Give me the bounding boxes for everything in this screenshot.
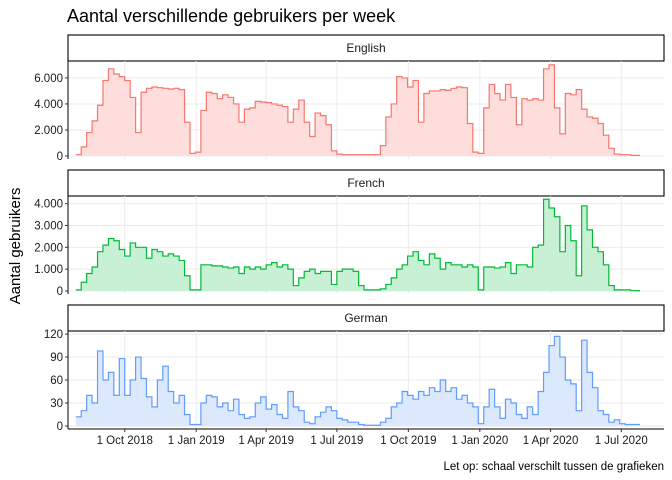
y-tick-label: 0 bbox=[57, 151, 63, 163]
y-tick-label: 2.000 bbox=[34, 125, 63, 137]
area-fill-french bbox=[75, 199, 641, 291]
x-tick-label: 1 Oct 2019 bbox=[380, 435, 436, 447]
series-line-english bbox=[75, 64, 641, 156]
chart-title: Aantal verschillende gebruikers per week bbox=[67, 6, 396, 26]
facet-strip-label: German bbox=[344, 311, 387, 325]
y-tick-label: 60 bbox=[50, 375, 63, 387]
chart-caption: Let op: schaal verschilt tussen de grafi… bbox=[443, 461, 664, 473]
x-tick-label: 1 Jul 2019 bbox=[310, 435, 363, 447]
y-tick-label: 90 bbox=[50, 352, 63, 364]
area-fill-german bbox=[75, 336, 641, 426]
area-fill-english bbox=[75, 64, 641, 156]
y-tick-label: 120 bbox=[44, 329, 63, 341]
facet-strip-label: French bbox=[347, 176, 384, 190]
y-tick-label: 3.000 bbox=[34, 220, 63, 232]
panel-french: French 0 1.000 2.000 3.000 4.000 bbox=[34, 169, 665, 298]
facet-strip-label: English bbox=[346, 41, 385, 55]
y-tick-label: 4.000 bbox=[34, 199, 63, 211]
y-tick-label: 4.000 bbox=[34, 99, 63, 111]
x-tick-label: 1 Jul 2020 bbox=[595, 435, 648, 447]
facet-strip bbox=[67, 169, 665, 197]
x-axis: 1 Oct 2018 1 Jan 2019 1 Apr 2019 1 Jul 2019… bbox=[68, 428, 664, 447]
x-tick-label: 1 Oct 2018 bbox=[97, 435, 153, 447]
panel-german: German 0 30 60 90 120 bbox=[44, 304, 665, 433]
panel-english: English 0 2.000 4.000 6.000 bbox=[34, 34, 665, 163]
y-tick-label: 6.000 bbox=[34, 73, 63, 85]
y-tick-label: 2.000 bbox=[34, 242, 63, 254]
panels: English 0 2.000 4.000 6.000 French 0 1.000 2.000… bbox=[34, 34, 665, 433]
x-tick-label: 1 Jan 2020 bbox=[451, 435, 508, 447]
y-tick-label: 1.000 bbox=[34, 264, 63, 276]
series-line-german bbox=[75, 335, 641, 426]
y-tick-label: 30 bbox=[50, 398, 63, 410]
x-tick-label: 1 Jan 2019 bbox=[168, 435, 225, 447]
facet-strip bbox=[67, 34, 665, 62]
y-axis-label: Aantal gebruikers bbox=[7, 188, 24, 305]
y-tick-label: 0 bbox=[57, 421, 63, 433]
y-tick-label: 0 bbox=[57, 286, 63, 298]
x-tick-label: 1 Apr 2020 bbox=[523, 435, 579, 447]
facet-strip bbox=[67, 304, 665, 332]
x-tick-label: 1 Apr 2019 bbox=[238, 435, 294, 447]
series-line-french bbox=[75, 198, 641, 292]
